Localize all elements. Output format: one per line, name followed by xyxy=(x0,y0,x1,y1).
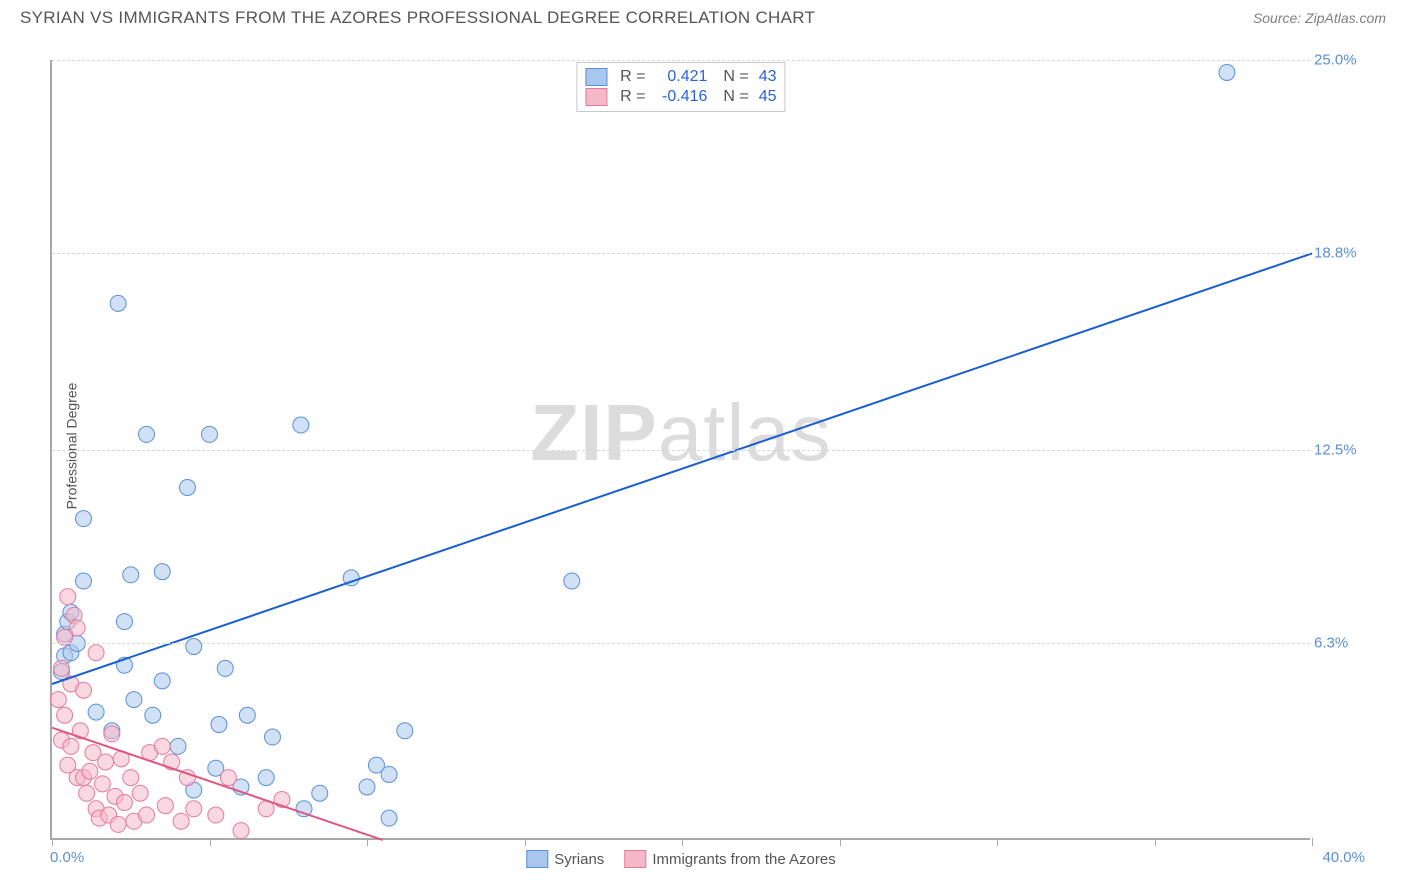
data-point xyxy=(217,660,233,676)
data-point xyxy=(381,766,397,782)
legend-swatch-pink xyxy=(585,88,607,106)
data-point xyxy=(110,295,126,311)
legend-swatch-azores xyxy=(624,850,646,868)
data-point xyxy=(179,479,195,495)
data-point xyxy=(88,645,104,661)
data-point xyxy=(202,426,218,442)
data-point xyxy=(186,801,202,817)
data-point xyxy=(132,785,148,801)
data-point xyxy=(359,779,375,795)
data-point xyxy=(123,567,139,583)
ytick-label: 25.0% xyxy=(1314,52,1368,69)
origin-label: 0.0% xyxy=(50,849,84,866)
gridline xyxy=(52,450,1310,451)
data-point xyxy=(312,785,328,801)
data-point xyxy=(88,704,104,720)
trend-line xyxy=(52,253,1312,684)
legend-stats-row-1: R = -0.416 N = 45 xyxy=(585,87,776,107)
data-point xyxy=(126,692,142,708)
data-point xyxy=(170,738,186,754)
data-point xyxy=(397,723,413,739)
data-point xyxy=(154,673,170,689)
data-point xyxy=(104,726,120,742)
data-point xyxy=(79,785,95,801)
data-point xyxy=(208,807,224,823)
ytick-label: 6.3% xyxy=(1314,635,1368,652)
legend-label-syrians: Syrians xyxy=(554,851,604,868)
data-point xyxy=(110,816,126,832)
xtick xyxy=(367,838,368,846)
chart-title: SYRIAN VS IMMIGRANTS FROM THE AZORES PRO… xyxy=(20,8,815,28)
xtick xyxy=(52,838,53,846)
xtick xyxy=(682,838,683,846)
ytick-label: 18.8% xyxy=(1314,245,1368,262)
legend-series: Syrians Immigrants from the Azores xyxy=(526,850,835,868)
data-point xyxy=(123,770,139,786)
xtick xyxy=(997,838,998,846)
data-point xyxy=(265,729,281,745)
data-point xyxy=(220,770,236,786)
gridline xyxy=(52,253,1310,254)
data-point xyxy=(94,776,110,792)
data-point xyxy=(258,770,274,786)
data-point xyxy=(82,763,98,779)
source-label: Source: ZipAtlas.com xyxy=(1253,10,1386,26)
data-point xyxy=(50,692,66,708)
data-point xyxy=(145,707,161,723)
data-point xyxy=(116,614,132,630)
legend-stats: R = 0.421 N = 43 R = -0.416 N = 45 xyxy=(576,62,785,112)
xtick xyxy=(1155,838,1156,846)
legend-item-syrians: Syrians xyxy=(526,850,604,868)
xtick xyxy=(840,838,841,846)
data-point xyxy=(76,682,92,698)
chart-svg xyxy=(52,60,1310,838)
legend-label-azores: Immigrants from the Azores xyxy=(652,851,835,868)
data-point xyxy=(1219,64,1235,80)
data-point xyxy=(186,639,202,655)
title-bar: SYRIAN VS IMMIGRANTS FROM THE AZORES PRO… xyxy=(0,0,1406,32)
data-point xyxy=(57,707,73,723)
data-point xyxy=(157,798,173,814)
gridline xyxy=(52,60,1310,61)
data-point xyxy=(211,717,227,733)
data-point xyxy=(76,573,92,589)
legend-stats-row-0: R = 0.421 N = 43 xyxy=(585,67,776,87)
ytick-label: 12.5% xyxy=(1314,442,1368,459)
data-point xyxy=(139,807,155,823)
data-point xyxy=(98,754,114,770)
legend-item-azores: Immigrants from the Azores xyxy=(624,850,835,868)
xtick xyxy=(525,838,526,846)
data-point xyxy=(116,795,132,811)
data-point xyxy=(60,589,76,605)
gridline xyxy=(52,643,1310,644)
data-point xyxy=(139,426,155,442)
xmax-label: 40.0% xyxy=(1322,849,1365,866)
data-point xyxy=(381,810,397,826)
data-point xyxy=(154,564,170,580)
legend-swatch-syrians xyxy=(526,850,548,868)
legend-swatch-blue xyxy=(585,68,607,86)
data-point xyxy=(564,573,580,589)
data-point xyxy=(69,620,85,636)
data-point xyxy=(76,511,92,527)
xtick xyxy=(210,838,211,846)
data-point xyxy=(233,823,249,839)
plot-area: ZIPatlas R = 0.421 N = 43 R = -0.416 N =… xyxy=(50,60,1310,840)
data-point xyxy=(63,738,79,754)
xtick xyxy=(1312,838,1313,846)
data-point xyxy=(293,417,309,433)
data-point xyxy=(154,738,170,754)
data-point xyxy=(173,813,189,829)
data-point xyxy=(53,660,69,676)
data-point xyxy=(239,707,255,723)
